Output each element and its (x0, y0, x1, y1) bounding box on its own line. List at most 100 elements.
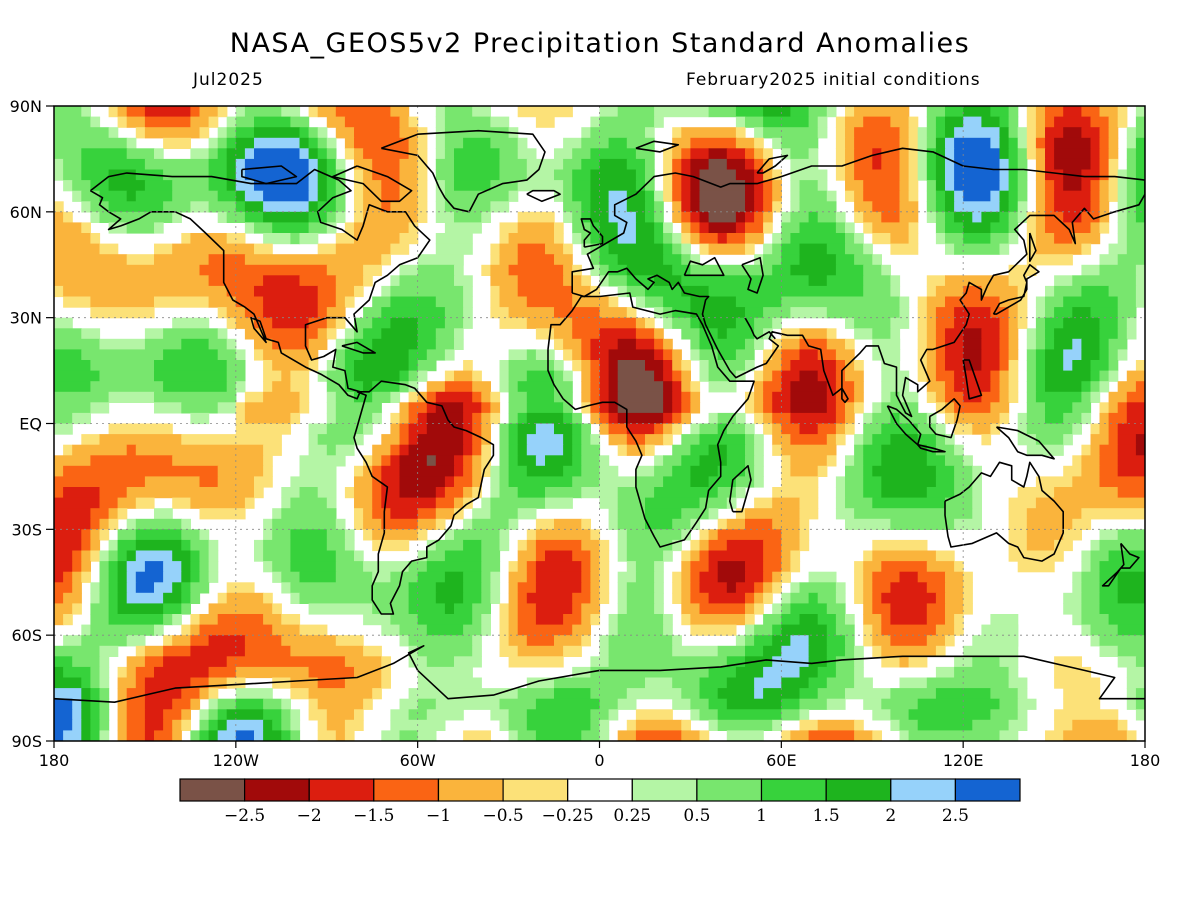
anomaly-cell (745, 571, 764, 583)
anomaly-cell (972, 423, 992, 435)
anomaly-cell (608, 190, 628, 202)
anomaly-cell (54, 360, 91, 372)
anomaly-cell (554, 148, 573, 160)
anomaly-cell (881, 614, 891, 626)
anomaly-cell (908, 169, 919, 181)
anomaly-cell (963, 285, 982, 298)
anomaly-cell (217, 614, 264, 626)
anomaly-cell (617, 730, 637, 741)
anomaly-cell (54, 243, 101, 255)
anomaly-cell (435, 518, 446, 530)
anomaly-cell (299, 465, 337, 477)
anomaly-cell (1008, 349, 1019, 361)
anomaly-cell (290, 592, 301, 604)
anomaly-cell (645, 360, 664, 372)
anomaly-cell (181, 529, 201, 541)
anomaly-cell (472, 106, 491, 118)
anomaly-cell (563, 614, 582, 626)
anomaly-cell (672, 698, 691, 710)
anomaly-cell (590, 571, 601, 583)
anomaly-cell (781, 698, 801, 710)
anomaly-cell (1135, 180, 1145, 192)
anomaly-cell (845, 370, 864, 382)
anomaly-cell (681, 360, 691, 372)
anomaly-cell (381, 497, 437, 509)
anomaly-cell (945, 106, 964, 118)
anomaly-cell (890, 635, 928, 647)
anomaly-cell (408, 434, 419, 446)
anomaly-cell (508, 465, 528, 477)
anomaly-cell (163, 349, 219, 361)
anomaly-cell (754, 317, 773, 329)
anomaly-cell (554, 190, 564, 202)
anomaly-cell (1026, 508, 1082, 520)
anomaly-cell (372, 487, 382, 499)
anomaly-cell (117, 116, 128, 128)
anomaly-cell (54, 106, 82, 118)
anomaly-cell (72, 190, 82, 202)
anomaly-cell (481, 402, 491, 414)
anomaly-cell (681, 582, 691, 594)
anomaly-cell (54, 328, 82, 340)
anomaly-cell (817, 127, 828, 139)
anomaly-cell (626, 423, 655, 435)
anomaly-cell (390, 455, 401, 467)
anomaly-cell (872, 730, 882, 741)
anomaly-cell (926, 582, 946, 594)
anomaly-cell (217, 127, 228, 139)
anomaly-cell (690, 201, 701, 213)
anomaly-cell (508, 571, 528, 583)
anomaly-cell (1035, 476, 1073, 488)
anomaly-cell (172, 719, 182, 731)
anomaly-cell (408, 222, 419, 234)
anomaly-cell (681, 158, 691, 171)
anomaly-cell (845, 116, 864, 128)
anomaly-cell (144, 127, 201, 139)
coastline-north-america (89, 168, 431, 400)
anomaly-cell (190, 116, 210, 128)
anomaly-cell (826, 307, 901, 319)
anomaly-cell (435, 592, 464, 604)
anomaly-cell (808, 148, 819, 160)
anomaly-cell (781, 561, 791, 573)
anomaly-cell (108, 180, 146, 192)
anomaly-cell (399, 730, 419, 741)
anomaly-cell (617, 254, 664, 266)
anomaly-cell (926, 307, 937, 319)
anomaly-cell (917, 571, 946, 583)
anomaly-cell (535, 539, 582, 552)
anomaly-cell (344, 656, 382, 668)
anomaly-cell (754, 582, 764, 594)
anomaly-cell (590, 614, 601, 626)
anomaly-cell (799, 719, 819, 731)
anomaly-cell (326, 402, 337, 414)
anomaly-cell (126, 730, 146, 741)
anomaly-cell (926, 328, 937, 340)
anomaly-cell (108, 169, 137, 181)
anomaly-cell (735, 127, 746, 139)
anomaly-cell (663, 381, 673, 393)
anomaly-cell (435, 169, 455, 181)
anomaly-cell (790, 381, 828, 393)
anomaly-cell (1045, 730, 1064, 741)
anomaly-cell (208, 666, 237, 679)
anomaly-cell (490, 476, 501, 488)
colorbar-swatch (696, 778, 763, 802)
anomaly-cell (417, 677, 482, 689)
anomaly-cell (754, 592, 764, 604)
anomaly-cell (435, 243, 473, 255)
lat-label: 90S (11, 732, 42, 751)
anomaly-cell (1117, 465, 1145, 477)
anomaly-cell (826, 677, 855, 689)
anomaly-cell (935, 137, 946, 149)
anomaly-cell (1045, 211, 1064, 223)
anomaly-cell (726, 677, 755, 689)
anomaly-cell (281, 698, 291, 710)
anomaly-cell (154, 254, 210, 266)
anomaly-cell (326, 190, 337, 202)
anomaly-cell (144, 106, 191, 118)
anomaly-cell (599, 455, 610, 467)
anomaly-cell (263, 465, 273, 477)
anomaly-cell (645, 190, 655, 202)
anomaly-cell (390, 508, 419, 520)
